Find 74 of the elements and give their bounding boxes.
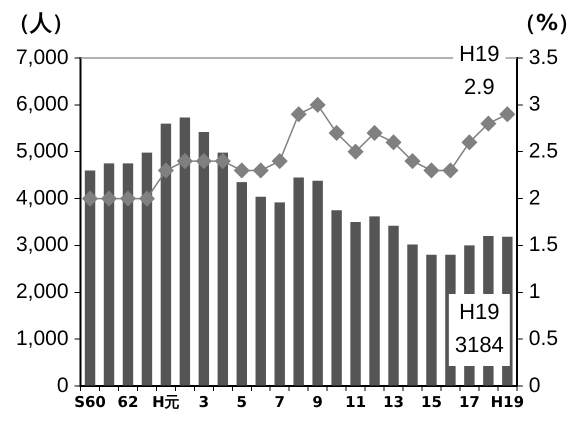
- x-tick-label: H19: [490, 392, 524, 411]
- x-tick-label: 17: [458, 392, 480, 411]
- point: [215, 153, 231, 169]
- bar: [142, 152, 152, 386]
- point: [120, 190, 136, 206]
- bar: [426, 254, 437, 386]
- bar: [180, 118, 190, 386]
- y2-tick-label: 2.5: [528, 140, 558, 163]
- annotation: H19 2.9: [459, 41, 500, 100]
- point: [442, 162, 458, 178]
- annotation: H19 3184: [454, 299, 504, 358]
- point: [386, 134, 402, 150]
- bar: [104, 163, 114, 386]
- x-tick-label: 3: [198, 392, 210, 411]
- bar: [331, 210, 342, 386]
- point: [366, 125, 382, 141]
- y2-tick-label: 1.5: [528, 233, 558, 256]
- y-tick-label: 5,000: [16, 140, 69, 163]
- point: [139, 190, 155, 206]
- y2-tick-label: 0.5: [528, 326, 558, 350]
- y-tick-label: 3,000: [16, 233, 69, 256]
- x-tick-label: 11: [345, 392, 366, 411]
- bar: [407, 244, 418, 386]
- x-tick-label: 62: [118, 392, 138, 411]
- point: [196, 153, 212, 169]
- y2-axis-title: （%）: [514, 10, 580, 38]
- y-tick-label: 6,000: [16, 92, 69, 116]
- point: [310, 97, 326, 113]
- bar: [274, 202, 285, 386]
- point: [424, 162, 440, 178]
- x-tick-label: 15: [421, 392, 442, 411]
- bar: [350, 222, 361, 386]
- bar: [198, 132, 210, 386]
- bar: [369, 216, 380, 386]
- bar: [256, 196, 266, 386]
- point: [290, 106, 306, 122]
- y2-tick-label: 0: [528, 374, 540, 397]
- x-tick-label: 7: [274, 392, 285, 411]
- point: [404, 153, 420, 169]
- point: [480, 116, 496, 132]
- point: [177, 153, 193, 169]
- y2-tick-label: 3: [528, 92, 540, 116]
- y-tick-label: 2,000: [16, 280, 69, 304]
- x-tick-label: 13: [383, 392, 404, 411]
- bar: [388, 226, 399, 386]
- y2-tick-label: 1: [528, 280, 540, 304]
- point: [252, 162, 268, 178]
- bar: [236, 182, 247, 386]
- y-tick-label: 7,000: [16, 46, 69, 69]
- point: [234, 162, 250, 178]
- x-tick-label: H元: [152, 392, 180, 411]
- point: [462, 134, 478, 150]
- bar: [312, 180, 323, 386]
- y2-tick-label: 2: [528, 186, 540, 210]
- x-tick-label: 9: [312, 392, 323, 411]
- point: [500, 106, 516, 122]
- y2-tick-label: 3.5: [528, 46, 558, 69]
- bar: [293, 177, 304, 386]
- bar: [122, 163, 134, 386]
- point: [82, 190, 98, 206]
- y-axis-title: （人）: [8, 10, 74, 38]
- point: [101, 190, 117, 206]
- bar: [218, 152, 228, 386]
- x-tick-label: 5: [236, 392, 247, 411]
- y-tick-label: 4,000: [16, 186, 69, 210]
- point: [348, 144, 364, 160]
- point: [158, 162, 174, 178]
- point: [328, 125, 344, 141]
- y-tick-label: 1,000: [16, 326, 69, 350]
- y-tick-label: 0: [56, 374, 69, 397]
- point: [272, 153, 288, 169]
- x-tick-label: S60: [74, 392, 106, 411]
- bar: [84, 170, 96, 386]
- bar: [160, 124, 172, 386]
